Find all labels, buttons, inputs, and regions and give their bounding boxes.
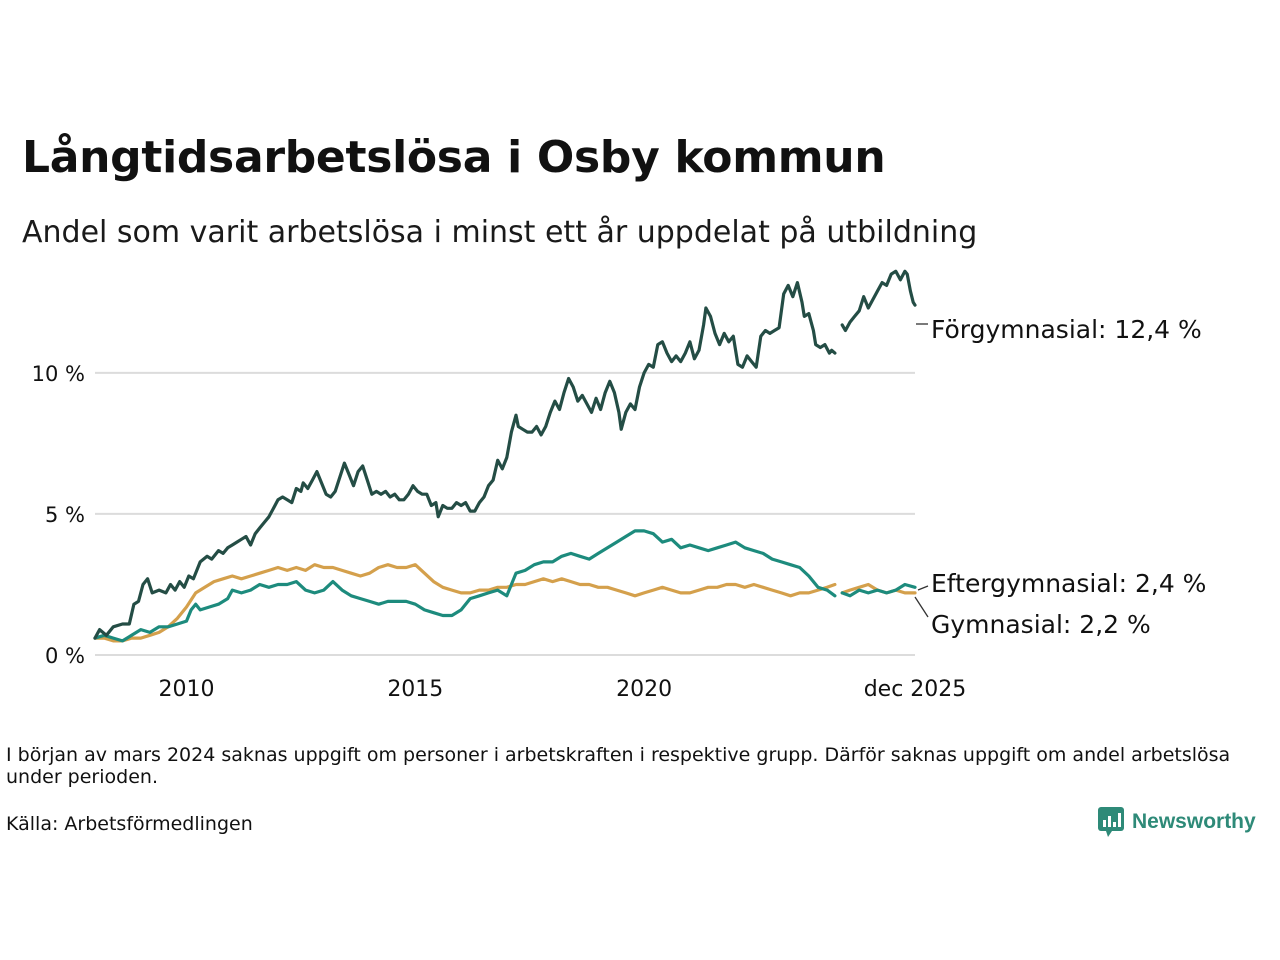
series-end-label: Förgymnasial: 12,4 %	[931, 315, 1202, 344]
x-tick-label: dec 2025	[864, 677, 967, 702]
series-line-förgymnasial-after-gap	[840, 269, 917, 333]
chart-note: I början av mars 2024 saknas uppgift om …	[6, 744, 1231, 788]
series-line-eftergymnasial-after-gap	[840, 582, 917, 598]
newsworthy-logo[interactable]: Newsworthy	[1098, 807, 1256, 837]
series-line-eftergymnasial	[93, 529, 837, 643]
bar-chart-icon	[1098, 807, 1124, 837]
chart-title: Långtidsarbetslösa i Osby kommun	[22, 132, 886, 183]
series-line-förgymnasial	[93, 281, 837, 640]
label-leader-line	[917, 585, 929, 591]
y-tick-label: 0 %	[45, 644, 85, 668]
y-tick-label: 10 %	[32, 362, 85, 386]
x-tick-label: 2015	[387, 677, 443, 702]
y-tick-label: 5 %	[45, 503, 85, 527]
x-tick-label: 2010	[159, 677, 215, 702]
series-end-label: Eftergymnasial: 2,4 %	[931, 569, 1206, 598]
x-tick-label: 2020	[616, 677, 672, 702]
series-end-label: Gymnasial: 2,2 %	[931, 610, 1151, 639]
brand-name: Newsworthy	[1132, 810, 1256, 833]
chart-subtitle: Andel som varit arbetslösa i minst ett å…	[22, 215, 978, 250]
label-leader-line	[914, 596, 929, 618]
series-line-gymnasial	[93, 563, 837, 643]
source-text: Källa: Arbetsförmedlingen	[6, 813, 253, 835]
